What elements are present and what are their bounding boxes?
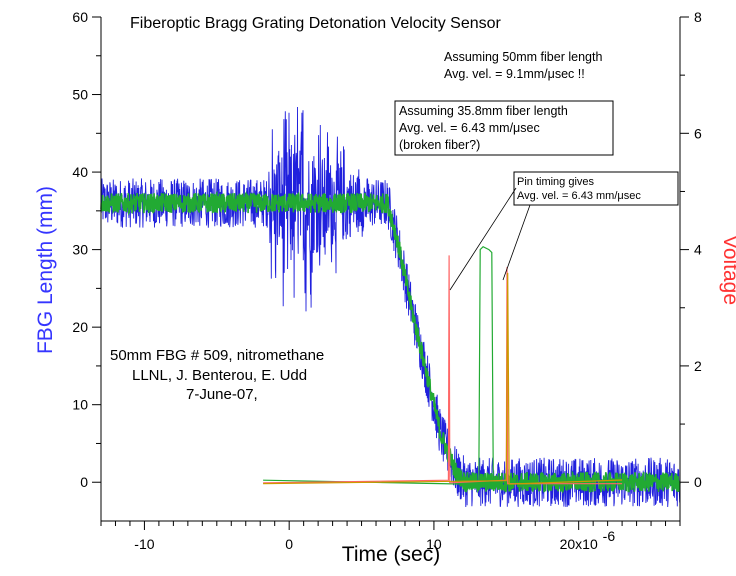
x-tick-label: 10 [426, 536, 442, 552]
plot-area [100, 106, 681, 508]
series-line-1 [100, 190, 681, 494]
annotation-pin-line2: Avg. vel. = 6.43 mm/μsec [517, 190, 641, 202]
annotation-50mm-line2: Avg. vel. = 9.1mm/μsec !! [444, 67, 585, 81]
x-axis-label: Time (sec) [342, 543, 440, 566]
y-right-tick-label: 4 [694, 242, 702, 258]
y-right-tick-label: 2 [694, 358, 702, 374]
annotation-pin-box [513, 171, 679, 206]
annotation-pin-line1: Pin timing gives [517, 176, 595, 188]
series-line-2 [263, 245, 623, 486]
info-line-1: 50mm FBG # 509, nitromethane [110, 347, 324, 364]
y-axis-left-label: FBG Length (mm) [34, 186, 57, 354]
annotation-35mm-line3: (broken fiber?) [399, 138, 480, 152]
series-line-3 [263, 255, 623, 485]
y-right-tick-label: 8 [694, 9, 702, 25]
y-axis-right-label: Voltage [719, 235, 736, 305]
y-left-tick-label: 30 [72, 242, 88, 258]
y-right-tick-label: 0 [694, 474, 702, 490]
series-line-0 [100, 106, 681, 508]
series-line-4 [263, 272, 623, 485]
axes: -10 0 10 20x10 -6 0 10 20 30 40 50 60 0 2 4 6 8 [72, 9, 702, 552]
x-tick-label: -10 [134, 536, 154, 552]
annotation-50mm-line1: Assuming 50mm fiber length [444, 50, 602, 64]
chart-title: Fiberoptic Bragg Grating Detonation Velo… [130, 15, 502, 32]
x-tick-label: 0 [285, 536, 293, 552]
annotation-35mm-line2: Avg. vel. = 6.43 mm/μsec [399, 121, 540, 135]
pin-leader-line-1 [449, 187, 517, 291]
y-right-tick-label: 6 [694, 125, 702, 141]
annotation-35mm-line1: Assuming 35.8mm fiber length [399, 104, 568, 118]
y-left-tick-label: 60 [72, 9, 88, 25]
y-left-tick-label: 10 [72, 397, 88, 413]
annotation-35mm-box [394, 100, 614, 156]
y-left-tick-label: 40 [72, 164, 88, 180]
info-line-2: LLNL, J. Benterou, E. Udd [132, 367, 307, 384]
pin-leader-line-2 [502, 204, 531, 281]
x-tick-label: 20x10 [560, 536, 598, 552]
x-tick-exponent: -6 [603, 528, 616, 544]
y-left-tick-label: 0 [80, 474, 88, 490]
y-left-tick-label: 50 [72, 87, 88, 103]
info-line-3: 7-June-07, [186, 386, 258, 403]
y-left-tick-label: 20 [72, 319, 88, 335]
